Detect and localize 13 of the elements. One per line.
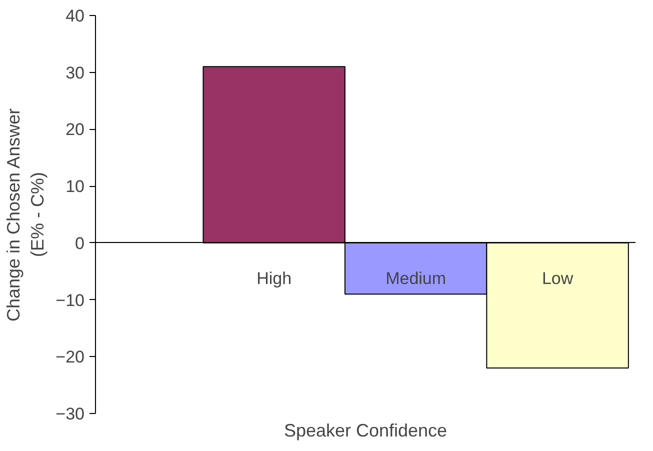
y-tick-label: 20 <box>66 120 85 140</box>
y-tick-label: −30 <box>56 404 85 424</box>
y-tick-label: 40 <box>66 6 85 26</box>
x-tick-label: Medium <box>386 268 446 288</box>
x-tick-label: High <box>256 268 292 288</box>
y-tick-label: 0 <box>75 234 85 253</box>
y-tick-label: −10 <box>56 290 85 310</box>
y-axis-title: Change in Chosen Answer (E% - C%) <box>4 108 48 322</box>
y-tick-label: 30 <box>66 63 85 82</box>
x-axis-title: Speaker Confidence <box>284 420 448 440</box>
y-tick-label: 10 <box>66 177 85 196</box>
y-tick-label: −20 <box>56 348 85 367</box>
x-tick-label: Low <box>542 268 574 288</box>
